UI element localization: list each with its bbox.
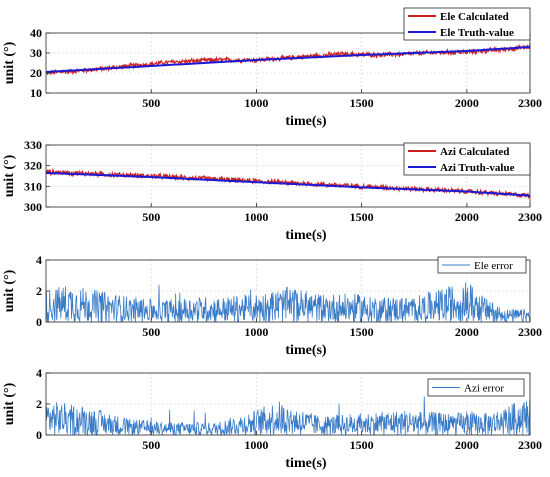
x-tick-label: 1500 (350, 96, 374, 110)
x-tick-label: 500 (142, 96, 160, 110)
x-tick-label: 2300 (518, 96, 542, 110)
plot-area (46, 33, 530, 93)
legend-label: Ele Calculated (440, 11, 509, 23)
x-tick-label: 2000 (455, 325, 479, 339)
y-tick-label: 30 (30, 46, 42, 60)
series-line-1 (45, 282, 531, 324)
series-line-1 (45, 43, 531, 76)
x-axis-title: time(s) (285, 114, 327, 129)
legend: Ele error (437, 256, 527, 274)
legend-box (403, 7, 531, 41)
legend-box (427, 378, 525, 397)
legend: Azi error (427, 378, 525, 397)
x-tick-label: 500 (142, 438, 160, 452)
x-axis-title: time(s) (285, 456, 327, 471)
series-line-2 (45, 46, 531, 73)
legend-box (437, 256, 527, 274)
x-tick-label: 1000 (244, 438, 268, 452)
series-line-1 (45, 396, 531, 437)
chart-panel-2: 500 1000 1500 2000 2300 300 310 320 330 time(s) un… (2, 138, 542, 243)
x-tick-label: 1000 (244, 325, 268, 339)
legend-label: Ele error (474, 260, 513, 272)
y-tick-label: 330 (24, 138, 42, 152)
x-axis-title: time(s) (285, 228, 327, 243)
axes-frame (45, 144, 531, 208)
legend: Ele Calculated Ele Truth-value (403, 7, 531, 41)
y-axis-title: unit (°) (2, 154, 17, 197)
y-axis-title: unit (°) (2, 382, 17, 425)
legend: Azi Calculated Azi Truth-value (403, 142, 531, 176)
x-tick-label: 2300 (518, 325, 542, 339)
series-line-2 (45, 171, 531, 197)
axes-frame (45, 32, 531, 94)
legend-label: Azi Truth-value (440, 162, 515, 174)
y-tick-label: 10 (30, 86, 42, 100)
y-tick-label: 310 (24, 179, 42, 193)
x-tick-label: 2300 (518, 210, 542, 224)
y-tick-label: 4 (36, 253, 42, 267)
x-tick-label: 500 (142, 210, 160, 224)
y-tick-label: 320 (24, 159, 42, 173)
legend-label: Azi error (464, 383, 504, 395)
x-tick-label: 1500 (350, 210, 374, 224)
y-axis-title: unit (°) (2, 41, 17, 84)
y-axis-title: unit (°) (2, 269, 17, 312)
y-tick-label: 0 (36, 315, 42, 329)
y-tick-label: 4 (36, 366, 42, 380)
legend-label: Ele Truth-value (440, 27, 514, 39)
x-tick-label: 1000 (244, 96, 268, 110)
x-tick-label: 500 (142, 325, 160, 339)
x-tick-label: 1000 (244, 210, 268, 224)
x-tick-label: 2300 (518, 438, 542, 452)
y-tick-label: 2 (36, 284, 42, 298)
y-tick-label: 40 (30, 26, 42, 40)
y-tick-label: 0 (36, 428, 42, 442)
x-tick-label: 2000 (455, 438, 479, 452)
y-tick-label: 2 (36, 397, 42, 411)
series-line-1 (45, 167, 531, 200)
chart-panel-3: 500 1000 1500 2000 2300 0 2 4 time(s) unit (°) Ele… (2, 253, 542, 358)
x-axis-title: time(s) (285, 343, 327, 358)
x-tick-label: 2000 (455, 210, 479, 224)
legend-label: Azi Calculated (440, 146, 509, 158)
chart-panel-4: 500 1000 1500 2000 2300 0 2 4 time(s) unit (°) Azi… (2, 366, 542, 471)
x-tick-label: 1500 (350, 438, 374, 452)
y-tick-label: 300 (24, 200, 42, 214)
x-tick-label: 2000 (455, 96, 479, 110)
legend-box (403, 142, 531, 176)
x-tick-label: 1500 (350, 325, 374, 339)
y-tick-label: 20 (30, 66, 42, 80)
chart-panel-1: 500 1000 1500 2000 2300 10 20 30 40 time(s) unit (… (2, 7, 542, 129)
